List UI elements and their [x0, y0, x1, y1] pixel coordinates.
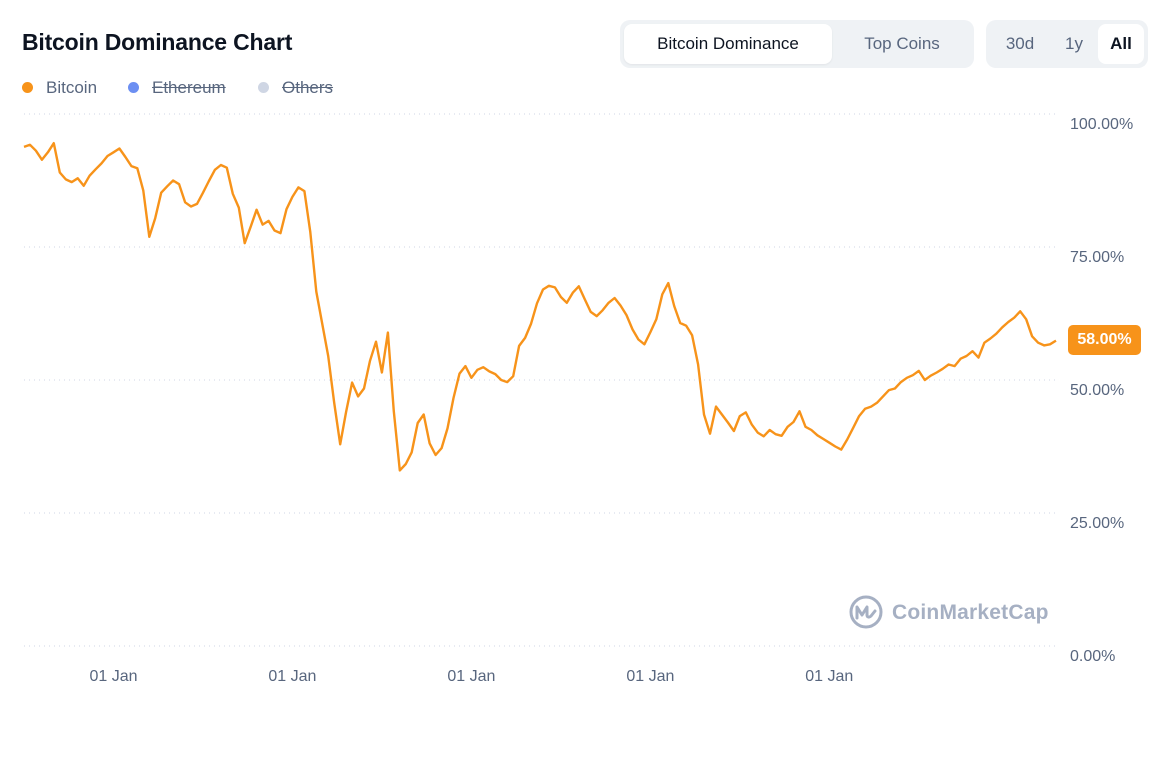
legend-item-ethereum[interactable]: Ethereum	[128, 77, 238, 99]
watermark-text: CoinMarketCap	[892, 601, 1049, 624]
legend-dot-icon	[22, 82, 33, 93]
x-tick-label: 01 Jan	[447, 668, 495, 685]
coinmarketcap-watermark: CoinMarketCap	[848, 594, 1048, 630]
legend-label: Ethereum	[152, 78, 226, 97]
legend-dot-icon	[128, 82, 139, 93]
y-tick-label: 100.00%	[1070, 116, 1133, 133]
legend-label: Others	[282, 78, 334, 97]
y-tick-label: 75.00%	[1070, 249, 1124, 266]
x-tick-label: 01 Jan	[89, 668, 137, 685]
x-tick-label: 01 Jan	[268, 668, 316, 685]
range-all-button[interactable]: All	[1098, 24, 1144, 64]
tab-top-coins[interactable]: Top Coins	[864, 34, 940, 53]
series-layer	[23, 142, 1057, 472]
y-tick-label: 50.00%	[1070, 382, 1124, 399]
legend-item-bitcoin[interactable]: Bitcoin	[22, 77, 112, 99]
current-value-badge: 58.00%	[1068, 325, 1141, 355]
grid-lines	[24, 113, 1056, 647]
y-tick-label: 0.00%	[1070, 648, 1115, 665]
view-tabs: Bitcoin Dominance Top Coins	[620, 20, 974, 68]
range-1y-button[interactable]: 1y	[1065, 34, 1083, 53]
x-tick-label: 01 Jan	[805, 668, 853, 685]
legend-item-others[interactable]: Others	[258, 77, 348, 99]
time-range-selector: 30d 1y All	[986, 20, 1148, 68]
x-axis-ticks: 01 Jan 01 Jan 01 Jan 01 Jan 01 Jan	[89, 668, 853, 685]
chart-title: Bitcoin Dominance Chart	[22, 29, 293, 55]
x-tick-label: 01 Jan	[626, 668, 674, 685]
y-tick-label: 25.00%	[1070, 515, 1124, 532]
coinmarketcap-logo-icon	[849, 595, 883, 629]
range-30d-button[interactable]: 30d	[1005, 34, 1035, 53]
tab-bitcoin-dominance[interactable]: Bitcoin Dominance	[624, 24, 832, 64]
y-axis-ticks: 100.00% 75.00% 50.00% 25.00% 0.00%	[1070, 116, 1133, 665]
legend-label: Bitcoin	[46, 78, 98, 97]
legend-dot-icon	[258, 82, 269, 93]
series-line-bitcoin[interactable]	[23, 142, 1057, 472]
